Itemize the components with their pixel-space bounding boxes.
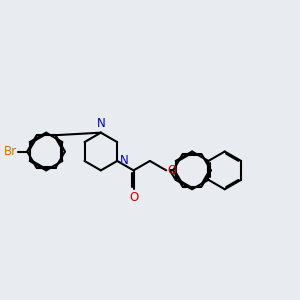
Text: O: O — [129, 191, 138, 204]
Text: N: N — [120, 154, 128, 167]
Text: N: N — [97, 117, 105, 130]
Text: Br: Br — [3, 145, 16, 158]
Text: O: O — [168, 164, 177, 177]
